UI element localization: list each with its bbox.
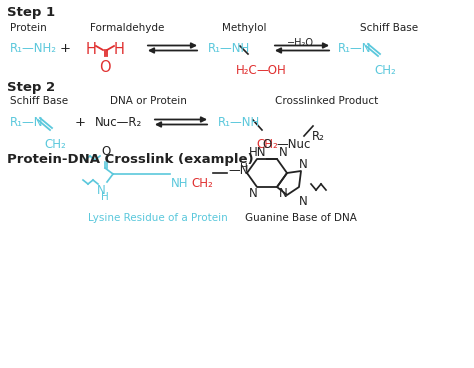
Text: Lysine Residue of a Protein: Lysine Residue of a Protein bbox=[88, 213, 228, 223]
Text: NH: NH bbox=[171, 177, 189, 190]
Text: Step 2: Step 2 bbox=[7, 81, 55, 94]
Text: Nuc—R₂: Nuc—R₂ bbox=[95, 116, 142, 129]
Text: H₂C: H₂C bbox=[236, 64, 258, 77]
Text: R₂: R₂ bbox=[312, 130, 325, 143]
Text: —N: —N bbox=[228, 164, 248, 177]
Text: H: H bbox=[86, 42, 96, 57]
Text: +: + bbox=[60, 42, 71, 55]
Text: H: H bbox=[114, 42, 125, 57]
Text: Schiff Base: Schiff Base bbox=[10, 96, 68, 106]
Text: Formaldehyde: Formaldehyde bbox=[90, 23, 164, 33]
Text: Guanine Base of DNA: Guanine Base of DNA bbox=[245, 213, 357, 223]
Text: CH₂: CH₂ bbox=[191, 177, 213, 190]
Text: DNA or Protein: DNA or Protein bbox=[110, 96, 187, 106]
Text: O: O bbox=[99, 60, 111, 75]
Text: CH₂: CH₂ bbox=[256, 138, 278, 151]
Text: −H₂O: −H₂O bbox=[286, 38, 313, 48]
Text: +: + bbox=[75, 116, 86, 129]
Text: R₁—NH₂: R₁—NH₂ bbox=[10, 42, 57, 55]
Text: Methylol: Methylol bbox=[222, 23, 266, 33]
Text: Step 1: Step 1 bbox=[7, 6, 55, 19]
Text: HN: HN bbox=[249, 146, 266, 159]
Text: CH₂: CH₂ bbox=[374, 64, 396, 77]
Text: —Nuc: —Nuc bbox=[276, 138, 310, 151]
Text: CH₂: CH₂ bbox=[44, 138, 66, 151]
Text: —OH: —OH bbox=[256, 64, 286, 77]
Text: Protein-DNA Crosslink (example): Protein-DNA Crosslink (example) bbox=[7, 153, 254, 166]
Text: R₁—NH: R₁—NH bbox=[208, 42, 250, 55]
Text: N: N bbox=[97, 184, 106, 197]
Text: O: O bbox=[101, 145, 110, 158]
Text: N: N bbox=[299, 195, 308, 208]
Text: N: N bbox=[249, 187, 258, 200]
Text: O: O bbox=[263, 138, 272, 151]
Text: N: N bbox=[279, 187, 288, 200]
Text: R₁—NH: R₁—NH bbox=[218, 116, 260, 129]
Text: H: H bbox=[240, 163, 248, 173]
Text: Schiff Base: Schiff Base bbox=[360, 23, 418, 33]
Text: H: H bbox=[101, 192, 109, 202]
Text: N: N bbox=[279, 146, 288, 159]
Text: Protein: Protein bbox=[10, 23, 47, 33]
Text: R₁—N: R₁—N bbox=[10, 116, 44, 129]
Text: R₁—N: R₁—N bbox=[338, 42, 372, 55]
Text: Crosslinked Product: Crosslinked Product bbox=[275, 96, 378, 106]
Text: N: N bbox=[299, 158, 308, 171]
